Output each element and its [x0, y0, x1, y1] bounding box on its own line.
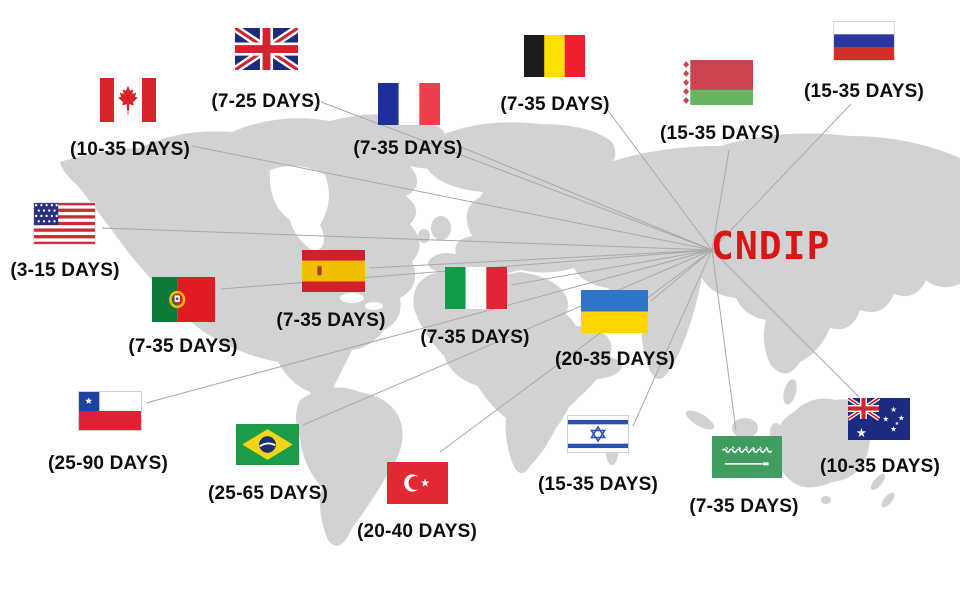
turkey-days-label: (20-40 DAYS) — [357, 521, 477, 542]
italy-flag-icon — [445, 267, 507, 309]
sakhalin — [831, 228, 841, 256]
russia-days-label: (15-35 DAYS) — [804, 81, 924, 102]
continent-south-america — [296, 387, 403, 546]
great-lake — [365, 302, 383, 310]
brand-title: CNDIP — [711, 224, 831, 268]
belarus-days-label: (15-35 DAYS) — [660, 123, 780, 144]
route-line-saudi — [711, 249, 737, 432]
continent-north-america — [60, 114, 460, 421]
uk-flag-icon — [235, 28, 298, 70]
japan-south — [808, 293, 820, 307]
ukraine-days-label: (20-35 DAYS) — [555, 349, 675, 370]
portugal-flag-icon — [152, 277, 215, 322]
hudson-bay — [269, 166, 329, 252]
ireland — [418, 229, 430, 243]
australia-flag-icon — [848, 398, 910, 440]
route-line-france — [460, 146, 713, 251]
belgium-days-label: (7-35 DAYS) — [500, 94, 610, 115]
continent-eurasia — [428, 133, 960, 379]
route-line-australia — [711, 249, 860, 398]
route-line-israel — [632, 249, 713, 427]
belgium-flag-icon — [524, 35, 585, 77]
continent-australia — [776, 398, 870, 488]
israel-flag-icon — [567, 415, 629, 453]
continent-africa — [413, 271, 622, 474]
australia-days-label: (10-35 DAYS) — [820, 456, 940, 477]
continents — [60, 114, 960, 546]
ukraine-flag-icon — [581, 290, 648, 333]
portugal-days-label: (7-35 DAYS) — [128, 336, 238, 357]
canada-flag-icon — [100, 78, 156, 122]
route-line-turkey — [439, 249, 713, 453]
sumatra — [685, 410, 715, 430]
uk-days-label: (7-25 DAYS) — [211, 91, 321, 112]
france-days-label: (7-35 DAYS) — [353, 138, 463, 159]
route-line-ukraine — [650, 249, 713, 302]
spain-days-label: (7-35 DAYS) — [276, 310, 386, 331]
great-lake — [340, 293, 364, 303]
scandinavia — [466, 167, 557, 239]
route-line-spain — [368, 249, 713, 269]
israel-days-label: (15-35 DAYS) — [538, 474, 658, 495]
saudi-days-label: (7-35 DAYS) — [689, 496, 799, 517]
route-line-canada — [191, 145, 713, 251]
philippines — [783, 379, 797, 405]
british-isles — [431, 216, 451, 240]
route-line-usa — [101, 227, 713, 251]
route-line-russia — [711, 103, 852, 251]
iceland — [386, 181, 410, 195]
route-line-belgium — [605, 107, 713, 251]
chile-days-label: (25-90 DAYS) — [48, 453, 168, 474]
new-zealand-south — [881, 492, 895, 508]
borneo — [732, 418, 758, 438]
tasmania — [821, 496, 831, 504]
france-flag-icon — [378, 83, 440, 125]
usa-flag-icon — [33, 202, 96, 245]
russia-flag-icon — [833, 21, 895, 61]
saudi-flag-icon — [712, 436, 782, 478]
route-line-italy — [510, 249, 713, 286]
italy-days-label: (7-35 DAYS) — [420, 327, 530, 348]
new-zealand-north — [870, 473, 886, 491]
japan — [793, 267, 811, 293]
brazil-days-label: (25-65 DAYS) — [208, 483, 328, 504]
chile-flag-icon — [78, 391, 142, 431]
belarus-flag-icon — [682, 60, 753, 105]
route-line-uk — [320, 101, 713, 251]
spain-flag-icon — [302, 250, 365, 292]
canada-days-label: (10-35 DAYS) — [70, 139, 190, 160]
arabian-peninsula — [545, 326, 612, 409]
usa-days-label: (3-15 DAYS) — [10, 260, 120, 281]
route-line-chile — [145, 249, 713, 404]
brazil-flag-icon — [236, 424, 299, 465]
route-line-brazil — [302, 249, 713, 426]
turkey-flag-icon — [387, 462, 448, 504]
route-line-belarus — [711, 149, 730, 251]
